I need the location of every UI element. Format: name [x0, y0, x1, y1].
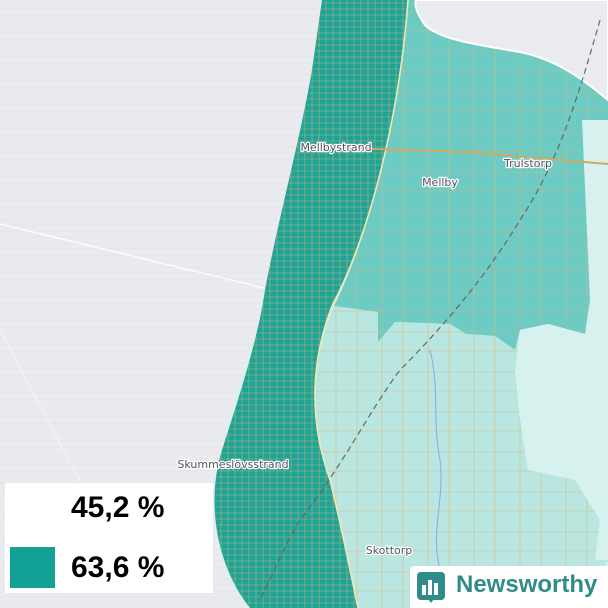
- lake: [414, 0, 608, 102]
- place-label-skummeslovsstrand: Skummeslövsstrand: [177, 458, 288, 471]
- bar-chart-logo-icon: [416, 571, 448, 607]
- legend-item-high: 63,6 %: [5, 543, 213, 589]
- map-legend: 45,2 % 63,6 %: [5, 483, 213, 593]
- legend-value-high: 63,6 %: [71, 551, 165, 584]
- place-label-mellby: Mellby: [422, 176, 458, 189]
- legend-swatch-high: [10, 547, 55, 588]
- place-label-skottorp: Skottorp: [366, 544, 413, 557]
- place-label-trulstorp: Trulstorp: [503, 157, 552, 170]
- coastline: [314, 0, 409, 608]
- east-district: [515, 318, 608, 560]
- legend-value-low: 45,2 %: [71, 491, 165, 524]
- place-label-mellbystrand: Mellbystrand: [300, 141, 371, 154]
- railway: [259, 19, 601, 601]
- newsworthy-brand: Newsworthy: [410, 566, 608, 608]
- legend-item-low: 45,2 %: [5, 483, 213, 529]
- brand-name: Newsworthy: [456, 571, 598, 598]
- main-road: [339, 147, 608, 165]
- legend-swatch-low: [10, 487, 55, 528]
